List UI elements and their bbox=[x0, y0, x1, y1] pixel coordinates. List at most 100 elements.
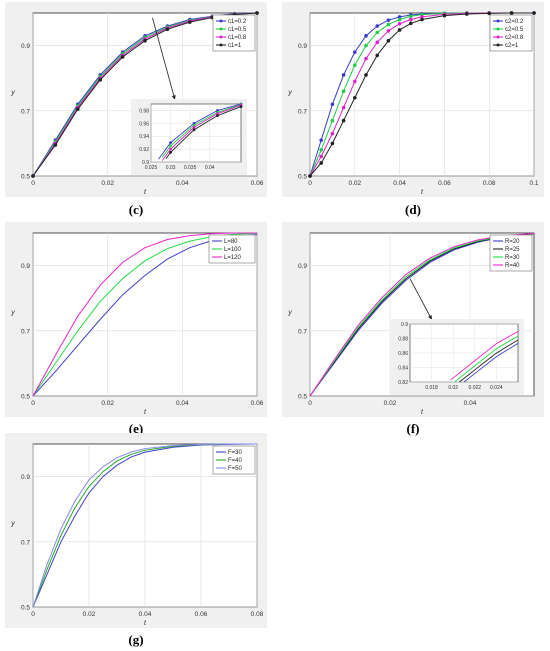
y-tick-label: 0.7 bbox=[21, 108, 30, 115]
legend-label: R=20 bbox=[505, 239, 520, 245]
x-tick-label: 0.02 bbox=[384, 400, 397, 407]
data-point-c1=1 bbox=[120, 55, 125, 59]
x-tick-label: 0 bbox=[308, 180, 312, 187]
legend-marker-c2=0.8 bbox=[496, 35, 500, 39]
x-tick-label: 0.06 bbox=[251, 400, 264, 407]
legend-marker-c2=0.5 bbox=[496, 27, 500, 31]
panel-e: 0 0.02 0.04 0.06 0.5 0.7 0.9 t y L=80 L=100 L=120 bbox=[5, 222, 267, 417]
inset-y-tick-label: 0.86 bbox=[398, 351, 408, 357]
legend-marker-c1=1 bbox=[219, 43, 223, 47]
zoom-arrow bbox=[152, 17, 176, 101]
y-axis-label: y bbox=[287, 90, 292, 97]
legend-label: L=120 bbox=[224, 255, 242, 261]
data-point-c2=1 bbox=[308, 174, 312, 178]
caption-e: (e) bbox=[128, 421, 144, 436]
legend-label: L=100 bbox=[224, 247, 242, 253]
inset-x-tick-label: 0.02 bbox=[448, 385, 458, 391]
y-tick-label: 0.9 bbox=[21, 474, 30, 481]
data-point-c2=1 bbox=[487, 11, 491, 16]
inset-y-tick-label: 0.82 bbox=[398, 380, 408, 386]
x-tick-label: 0.04 bbox=[176, 180, 189, 187]
zoom-arrowhead bbox=[428, 315, 432, 320]
data-point-c2=1 bbox=[420, 17, 424, 22]
data-point-c2=0.5 bbox=[353, 63, 357, 67]
legend-label: c1=1 bbox=[228, 43, 242, 49]
x-tick-label: 0.06 bbox=[195, 611, 208, 618]
legend-label: R=30 bbox=[505, 255, 520, 261]
series-line-L=120 bbox=[32, 232, 257, 397]
legend-marker-c1=0.5 bbox=[219, 27, 223, 31]
y-axis-label: y bbox=[287, 310, 292, 317]
inset-x-tick-label: 0.025 bbox=[145, 165, 158, 171]
data-point-c2=0.8 bbox=[353, 79, 357, 84]
inset-x-tick-label: 0.04 bbox=[205, 165, 215, 171]
inset-series-line-R=25 bbox=[459, 339, 519, 383]
data-point-c2=0.2 bbox=[353, 50, 357, 54]
y-tick-label: 0.5 bbox=[21, 174, 30, 181]
inset-y-tick-label: 0.9 bbox=[401, 322, 408, 328]
inset-y-tick-label: 0.96 bbox=[139, 121, 149, 127]
legend-marker-c1=0.2 bbox=[219, 19, 223, 23]
panel-g: 0 0.02 0.04 0.06 0.08 0.5 0.7 0.9 t y F=30 F=40 F=50 bbox=[5, 433, 267, 628]
data-point-c1=1 bbox=[143, 38, 147, 43]
data-point-c2=0.8 bbox=[375, 40, 379, 45]
x-tick-label: 0.08 bbox=[251, 611, 264, 618]
data-point-c1=1 bbox=[31, 174, 35, 178]
caption-g: (g) bbox=[128, 632, 144, 647]
data-point-c2=0.2 bbox=[330, 102, 335, 107]
data-point-c2=1 bbox=[397, 28, 402, 32]
legend-label: F=50 bbox=[228, 466, 243, 472]
legend-label: F=30 bbox=[228, 450, 243, 456]
x-axis-label: t bbox=[144, 409, 147, 416]
y-tick-label: 0.5 bbox=[298, 394, 307, 401]
inset-data-point-c1=0.2 bbox=[192, 121, 196, 125]
legend-marker-c1=0.8 bbox=[219, 35, 223, 39]
data-point-c2=1 bbox=[386, 38, 391, 43]
data-point-c2=0.8 bbox=[319, 154, 323, 159]
legend-label: c2=0.5 bbox=[505, 27, 524, 33]
inset-data-point-c1=0.8 bbox=[169, 147, 172, 151]
inset-series-line-R=40 bbox=[450, 331, 519, 381]
inset-y-tick-label: 0.98 bbox=[139, 108, 149, 114]
inset-series-line-c1=0.8 bbox=[161, 104, 242, 161]
data-point-c2=1 bbox=[353, 95, 357, 100]
chart-d: 0 0.02 0.04 0.06 0.08 0.1 0.5 0.7 0.9 t y c2=0.2 c2=… bbox=[287, 11, 539, 196]
inset-data-point-c1=0.2 bbox=[169, 141, 172, 145]
zoom-arrow bbox=[409, 278, 433, 321]
legend-marker-c2=1 bbox=[496, 43, 500, 47]
inset-series-line-c1=0.5 bbox=[161, 104, 242, 158]
y-tick-label: 0.5 bbox=[298, 174, 307, 181]
inset-data-point-c1=0.8 bbox=[192, 125, 196, 129]
legend-label: c2=0.2 bbox=[505, 19, 524, 25]
caption-c: (c) bbox=[128, 202, 144, 217]
zoom-arrowhead bbox=[171, 95, 176, 100]
x-tick-label: 0 bbox=[31, 180, 35, 187]
chart-g: 0 0.02 0.04 0.06 0.08 0.5 0.7 0.9 t y F=30 F=40 F=50 bbox=[10, 443, 264, 627]
legend-label: c2=1 bbox=[505, 43, 519, 49]
y-tick-label: 0.7 bbox=[298, 328, 307, 335]
data-point-c2=0.5 bbox=[375, 30, 379, 35]
inset-y-tick-label: 0.88 bbox=[398, 337, 408, 343]
data-point-c1=1 bbox=[98, 78, 102, 82]
data-point-c2=0.8 bbox=[420, 15, 424, 19]
inset-data-point-c1=0.2 bbox=[216, 109, 219, 112]
data-point-c2=0.5 bbox=[330, 118, 335, 123]
y-tick-label: 0.9 bbox=[298, 263, 307, 270]
inset-x-tick-label: 0.03 bbox=[166, 165, 176, 171]
legend-label: F=40 bbox=[228, 458, 243, 464]
data-point-c2=1 bbox=[465, 12, 469, 16]
inset-series-line-R=30 bbox=[454, 335, 519, 382]
y-tick-label: 0.7 bbox=[21, 539, 30, 546]
x-tick-label: 0 bbox=[31, 611, 35, 618]
y-tick-label: 0.7 bbox=[298, 108, 307, 115]
legend-label: c2=0.8 bbox=[505, 35, 524, 41]
x-tick-label: 0.04 bbox=[464, 400, 477, 407]
x-axis-label: t bbox=[421, 189, 424, 196]
legend-label: R=40 bbox=[505, 263, 520, 269]
x-tick-label: 0.02 bbox=[83, 611, 96, 618]
x-tick-label: 0.02 bbox=[101, 400, 114, 407]
data-point-c2=0.2 bbox=[397, 15, 402, 19]
data-point-c2=0.8 bbox=[397, 21, 402, 26]
data-point-c1=1 bbox=[76, 107, 80, 111]
x-tick-label: 0.04 bbox=[139, 611, 152, 618]
